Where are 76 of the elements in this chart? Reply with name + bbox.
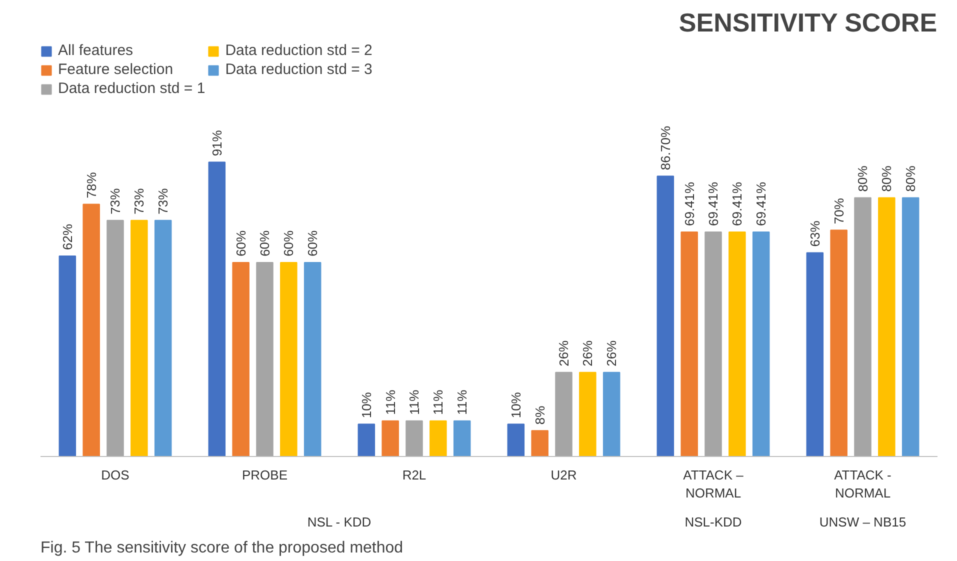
- bar: [130, 220, 148, 456]
- bar: [806, 252, 824, 456]
- bar: [430, 420, 447, 456]
- x-tick-label: U2R: [550, 468, 577, 482]
- data-label: 91%: [209, 130, 224, 156]
- data-label: 60%: [305, 230, 320, 256]
- data-label: 60%: [233, 230, 248, 256]
- x-tick-label: PROBE: [242, 468, 288, 482]
- caption: Fig. 5 The sensitivity score of the proposed method: [40, 540, 404, 556]
- chart-title: SENSITIVITY SCORE: [678, 8, 938, 38]
- data-label: 80%: [879, 165, 894, 192]
- bar: [656, 176, 674, 456]
- bar: [854, 197, 872, 456]
- x-tick-label: ATTACK - NORMAL: [834, 468, 892, 500]
- bar: [704, 232, 722, 456]
- data-label: 63%: [807, 220, 822, 247]
- bar: [382, 420, 399, 456]
- data-label: 10%: [358, 392, 374, 418]
- data-label: 69.41%: [706, 181, 721, 226]
- data-label: 26%: [580, 340, 596, 366]
- bar: [256, 262, 274, 456]
- data-label: 11%: [382, 389, 398, 415]
- x-tick-label: R2L: [402, 468, 426, 482]
- bar: [680, 232, 698, 456]
- data-label: 10%: [508, 392, 524, 418]
- legend-label: All features: [58, 42, 134, 59]
- legend-label: Data reduction std = 1: [58, 80, 206, 97]
- data-label: 73%: [156, 188, 171, 214]
- bar: [453, 420, 471, 456]
- text: NSL-KDD: [684, 514, 742, 530]
- data-label: 26%: [556, 340, 572, 366]
- data-label: 11%: [430, 389, 446, 415]
- x-tick-label: ATTACK – NORMAL: [683, 468, 744, 500]
- data-label: 73%: [132, 188, 147, 214]
- text: NSL - KDD: [307, 514, 372, 530]
- bar: [531, 430, 548, 456]
- data-label: 11%: [406, 389, 422, 415]
- data-label: 60%: [257, 230, 272, 256]
- data-label: 70%: [831, 198, 846, 224]
- data-label: 8%: [532, 405, 548, 425]
- bar: [507, 424, 525, 456]
- data-label: 73%: [108, 188, 123, 214]
- bar: [406, 420, 423, 456]
- x-tick-label: DOS: [101, 468, 130, 482]
- bar: [208, 162, 226, 456]
- data-label: 80%: [855, 165, 870, 192]
- bar: [602, 372, 620, 456]
- bar: [106, 220, 124, 456]
- bar: [358, 424, 376, 456]
- bar: [304, 262, 322, 456]
- text: UNSW – NB15: [819, 514, 906, 530]
- bar: [830, 230, 848, 456]
- bar: [752, 232, 770, 456]
- data-label: 69.41%: [730, 181, 745, 226]
- legend-label: Data reduction std = 3: [225, 61, 372, 78]
- bar: [579, 372, 596, 456]
- bar: [555, 372, 572, 456]
- bar: [58, 255, 76, 456]
- data-label: 78%: [84, 172, 99, 198]
- bar: [154, 220, 172, 456]
- data-label: 69.41%: [682, 181, 697, 226]
- data-label: 69.41%: [754, 181, 769, 226]
- bar: [280, 262, 298, 456]
- data-label: 11%: [454, 389, 470, 415]
- data-label: 86.70%: [658, 126, 673, 170]
- legend-label: Data reduction std = 2: [225, 42, 372, 59]
- data-label: 62%: [60, 224, 75, 250]
- bar: [232, 262, 250, 456]
- bar: [82, 204, 100, 456]
- legend-label: Feature selection: [58, 61, 174, 78]
- data-label: 80%: [903, 165, 918, 192]
- bar: [878, 197, 896, 456]
- data-label: 60%: [281, 230, 296, 256]
- data-label: 26%: [604, 340, 620, 366]
- bar: [728, 232, 746, 456]
- bar: [902, 197, 920, 456]
